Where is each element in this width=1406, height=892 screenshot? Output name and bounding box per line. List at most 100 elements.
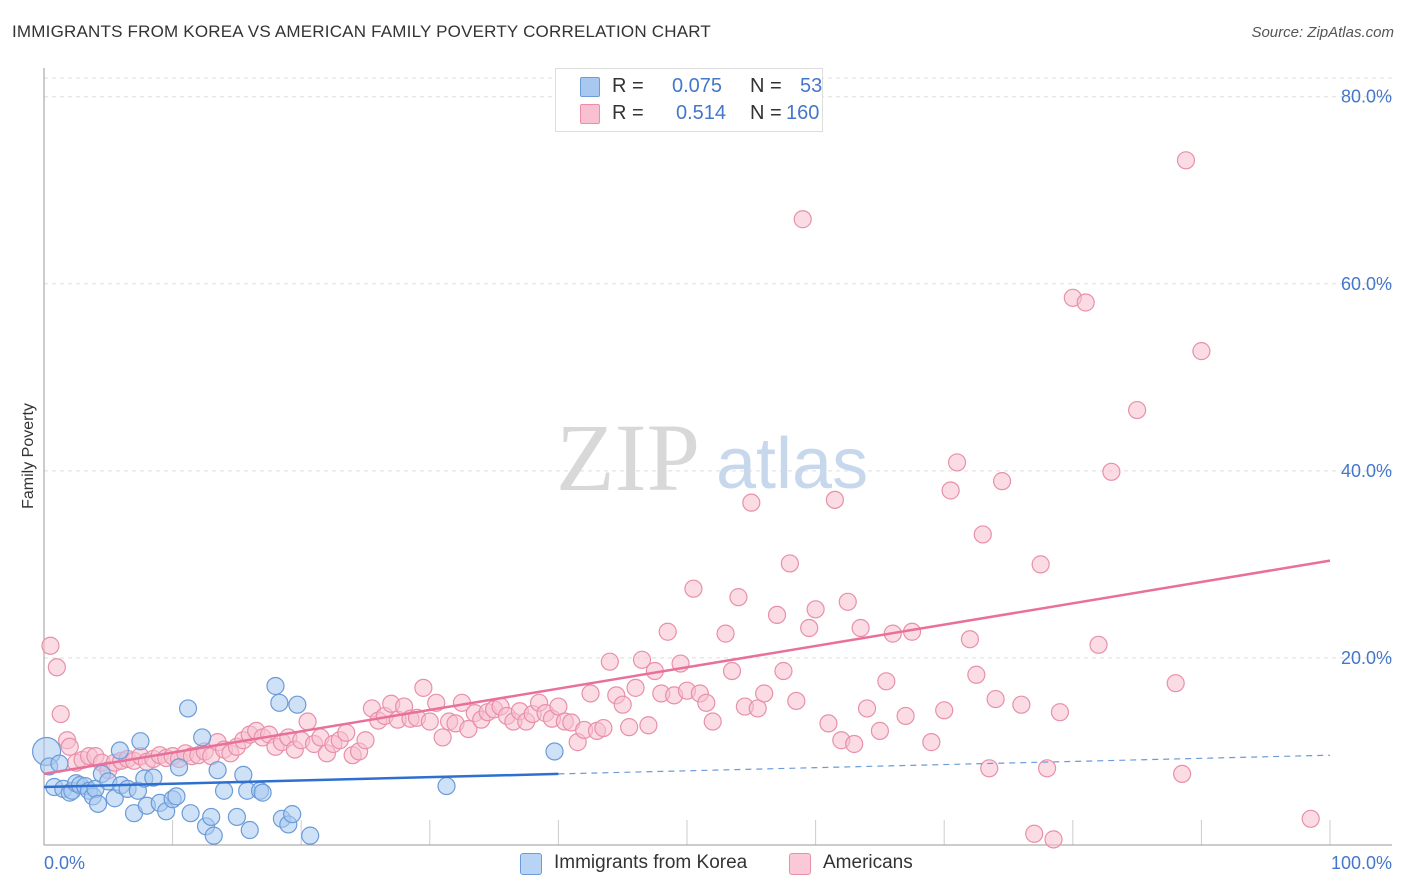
data-point	[288, 695, 307, 714]
data-point	[356, 731, 375, 750]
data-point	[600, 652, 619, 671]
data-point	[992, 472, 1012, 491]
data-point	[941, 481, 960, 500]
data-point	[800, 618, 819, 638]
legend-n-value-americans: 160	[786, 102, 820, 124]
data-point	[1031, 555, 1050, 574]
data-point	[722, 661, 742, 681]
watermark-atlas: atlas	[716, 424, 868, 504]
watermark: ZIP atlas	[556, 404, 868, 511]
data-point	[414, 678, 433, 697]
data-point	[613, 695, 632, 714]
data-point	[1044, 830, 1063, 849]
trend-lines	[43, 559, 1331, 789]
data-point	[433, 728, 452, 747]
y-tick-label: 20.0%	[1341, 648, 1392, 668]
data-point	[838, 592, 857, 611]
legend-n-value-korea: 53	[800, 75, 823, 97]
data-point	[178, 699, 198, 718]
data-point	[973, 525, 992, 544]
data-point	[227, 807, 246, 827]
y-tick-labels: 20.0% 40.0% 60.0% 80.0%	[1341, 87, 1392, 668]
legend: R = 0.075 N = 53 R = 0.514 N = 160	[555, 68, 823, 132]
data-point	[967, 665, 986, 684]
data-point	[1301, 809, 1320, 828]
data-point	[857, 699, 877, 718]
data-point	[51, 704, 70, 724]
data-point	[806, 600, 825, 619]
data-point	[639, 716, 658, 735]
legend-r-value-korea: 0.075	[672, 75, 723, 97]
data-point	[437, 776, 456, 796]
data-point	[253, 783, 272, 802]
data-point	[851, 618, 870, 638]
data-point	[459, 719, 478, 739]
data-point	[755, 684, 774, 703]
data-point	[581, 684, 600, 703]
data-point	[877, 672, 896, 691]
data-point	[632, 650, 652, 669]
data-point	[1076, 293, 1095, 312]
legend-n-label: N =	[750, 75, 782, 97]
legend-r-value-americans: 0.514	[676, 102, 727, 124]
data-point	[88, 794, 108, 813]
y-tick-label: 60.0%	[1341, 274, 1392, 294]
data-point	[980, 759, 999, 778]
data-point	[748, 699, 767, 718]
data-point	[896, 706, 915, 726]
data-point	[742, 493, 761, 512]
bottom-legend-swatch-korea	[520, 853, 542, 875]
data-point	[960, 630, 980, 649]
y-tick-label: 80.0%	[1341, 87, 1392, 107]
data-point	[270, 693, 289, 712]
data-point	[594, 718, 613, 738]
data-point	[266, 676, 285, 696]
data-point	[1127, 400, 1147, 420]
trend-line-korea-extension	[558, 754, 1331, 775]
data-point	[870, 721, 890, 740]
series-americans-points	[41, 151, 1320, 849]
x-tick-labels: 0.0% 100.0%	[44, 853, 1392, 873]
y-axis-label: Family Poverty	[20, 403, 37, 509]
chart-source: Source: ZipAtlas.com	[1251, 24, 1394, 41]
data-point	[1025, 824, 1044, 843]
data-point	[986, 689, 1005, 709]
data-point	[684, 579, 703, 598]
data-point	[204, 826, 223, 845]
data-point	[549, 697, 568, 716]
axes	[43, 68, 1392, 846]
data-point	[729, 588, 748, 607]
data-point	[301, 826, 320, 845]
data-point	[819, 714, 838, 733]
data-point	[240, 820, 259, 840]
data-point	[703, 712, 722, 731]
data-point	[1173, 764, 1192, 784]
data-point	[193, 728, 212, 747]
data-point	[1012, 695, 1031, 714]
data-point	[947, 453, 967, 472]
legend-swatch-americans	[580, 104, 600, 124]
bottom-legend-label-americans: Americans	[823, 852, 913, 873]
chart-title: IMMIGRANTS FROM KOREA VS AMERICAN FAMILY…	[12, 22, 711, 41]
bottom-legend-label-korea: Immigrants from Korea	[554, 852, 748, 873]
data-point	[658, 622, 677, 641]
data-point	[1192, 342, 1211, 361]
data-point	[767, 605, 787, 625]
trend-line-americans	[43, 559, 1331, 776]
data-point	[337, 723, 356, 742]
x-tick-label: 0.0%	[44, 853, 85, 873]
data-point	[697, 693, 716, 712]
data-point	[774, 661, 793, 681]
bottom-legend-swatch-americans	[789, 853, 811, 875]
data-point	[208, 761, 227, 780]
data-point	[47, 658, 66, 677]
legend-r-label: R =	[612, 75, 644, 97]
x-tick-label: 100.0%	[1331, 853, 1392, 873]
data-point	[780, 554, 799, 573]
data-point	[1166, 674, 1185, 693]
data-point	[845, 734, 864, 754]
data-point	[793, 210, 812, 229]
data-point	[167, 787, 186, 806]
data-point	[1050, 703, 1070, 722]
gridlines	[44, 77, 1392, 845]
